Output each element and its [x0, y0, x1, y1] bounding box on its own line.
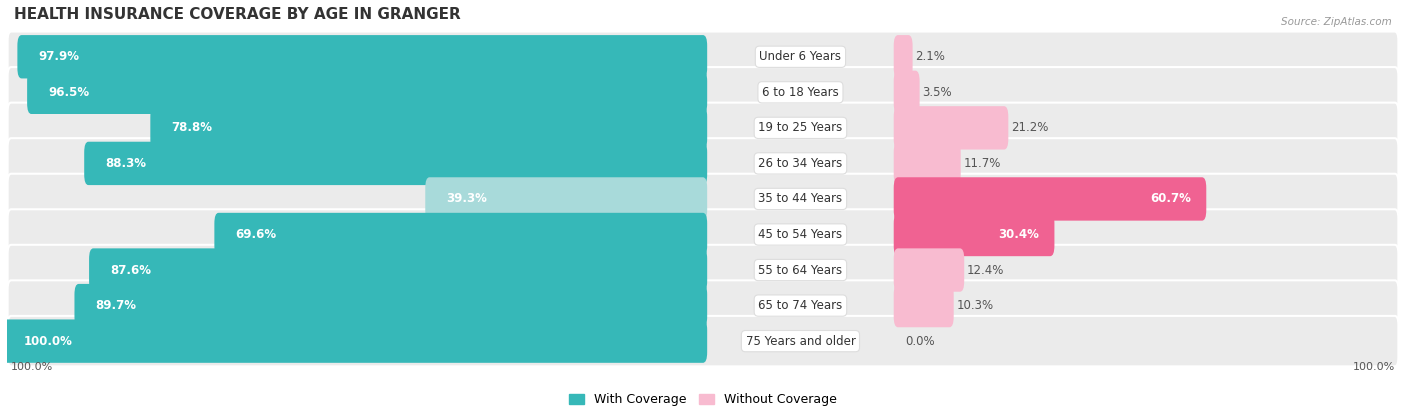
- FancyBboxPatch shape: [27, 71, 707, 114]
- Text: 12.4%: 12.4%: [967, 264, 1004, 276]
- Text: 69.6%: 69.6%: [235, 228, 277, 241]
- Text: 96.5%: 96.5%: [48, 86, 89, 99]
- Text: 39.3%: 39.3%: [446, 193, 486, 205]
- Text: 55 to 64 Years: 55 to 64 Years: [758, 264, 842, 276]
- Legend: With Coverage, Without Coverage: With Coverage, Without Coverage: [564, 388, 842, 411]
- Text: 100.0%: 100.0%: [1353, 362, 1395, 372]
- Text: 97.9%: 97.9%: [38, 50, 79, 63]
- Text: 19 to 25 Years: 19 to 25 Years: [758, 121, 842, 134]
- Text: 87.6%: 87.6%: [110, 264, 150, 276]
- FancyBboxPatch shape: [425, 177, 707, 221]
- Text: 60.7%: 60.7%: [1150, 193, 1191, 205]
- FancyBboxPatch shape: [894, 248, 965, 292]
- FancyBboxPatch shape: [17, 35, 707, 78]
- FancyBboxPatch shape: [3, 320, 707, 363]
- Text: 88.3%: 88.3%: [105, 157, 146, 170]
- FancyBboxPatch shape: [894, 284, 953, 327]
- FancyBboxPatch shape: [7, 138, 1399, 189]
- Text: Source: ZipAtlas.com: Source: ZipAtlas.com: [1281, 17, 1392, 27]
- Text: 100.0%: 100.0%: [11, 362, 53, 372]
- Text: 89.7%: 89.7%: [96, 299, 136, 312]
- FancyBboxPatch shape: [894, 71, 920, 114]
- Text: 11.7%: 11.7%: [963, 157, 1001, 170]
- FancyBboxPatch shape: [7, 103, 1399, 153]
- Text: 6 to 18 Years: 6 to 18 Years: [762, 86, 839, 99]
- Text: 21.2%: 21.2%: [1011, 121, 1049, 134]
- FancyBboxPatch shape: [894, 106, 1008, 149]
- FancyBboxPatch shape: [7, 174, 1399, 224]
- Text: 26 to 34 Years: 26 to 34 Years: [758, 157, 842, 170]
- Text: Under 6 Years: Under 6 Years: [759, 50, 841, 63]
- FancyBboxPatch shape: [7, 281, 1399, 331]
- FancyBboxPatch shape: [75, 284, 707, 327]
- FancyBboxPatch shape: [7, 32, 1399, 82]
- FancyBboxPatch shape: [894, 213, 1054, 256]
- Text: 0.0%: 0.0%: [905, 334, 935, 348]
- FancyBboxPatch shape: [894, 142, 960, 185]
- Text: 3.5%: 3.5%: [922, 86, 952, 99]
- Text: 45 to 54 Years: 45 to 54 Years: [758, 228, 842, 241]
- FancyBboxPatch shape: [150, 106, 707, 149]
- Text: HEALTH INSURANCE COVERAGE BY AGE IN GRANGER: HEALTH INSURANCE COVERAGE BY AGE IN GRAN…: [14, 7, 461, 22]
- Text: 30.4%: 30.4%: [998, 228, 1039, 241]
- Text: 75 Years and older: 75 Years and older: [745, 334, 855, 348]
- Text: 10.3%: 10.3%: [956, 299, 994, 312]
- FancyBboxPatch shape: [89, 248, 707, 292]
- FancyBboxPatch shape: [7, 316, 1399, 366]
- FancyBboxPatch shape: [7, 245, 1399, 295]
- FancyBboxPatch shape: [894, 35, 912, 78]
- Text: 2.1%: 2.1%: [915, 50, 945, 63]
- Text: 65 to 74 Years: 65 to 74 Years: [758, 299, 842, 312]
- Text: 78.8%: 78.8%: [172, 121, 212, 134]
- FancyBboxPatch shape: [84, 142, 707, 185]
- FancyBboxPatch shape: [7, 67, 1399, 117]
- FancyBboxPatch shape: [214, 213, 707, 256]
- Text: 100.0%: 100.0%: [24, 334, 73, 348]
- FancyBboxPatch shape: [7, 209, 1399, 260]
- Text: 35 to 44 Years: 35 to 44 Years: [758, 193, 842, 205]
- FancyBboxPatch shape: [894, 177, 1206, 221]
